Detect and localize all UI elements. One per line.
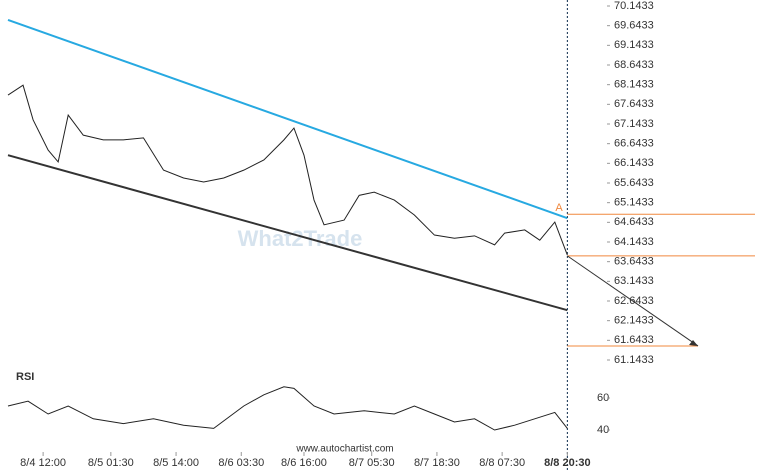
- y-tick-label: 62.1433: [614, 315, 654, 327]
- source: www.autochartist.com: [295, 444, 393, 455]
- x-tick-label: 8/7 18:30: [414, 457, 460, 469]
- series-line: [7, 386, 568, 431]
- y-tick-label: 67.1433: [614, 118, 654, 130]
- y-tick-label: 63.1433: [614, 275, 654, 287]
- y-tick-label: 65.6433: [614, 177, 654, 189]
- y-tick-label: 69.1433: [614, 39, 654, 51]
- y-tick-label: 66.6433: [614, 138, 654, 150]
- x-tick-label: 8/6 03:30: [218, 457, 264, 469]
- y-tick-label: 62.6433: [614, 295, 654, 307]
- series-line: [7, 84, 568, 256]
- x-tick-label: 8/8 20:30: [544, 457, 590, 469]
- y-tick-label: 61.1433: [614, 354, 654, 366]
- channel-line: [7, 18, 568, 220]
- x-tick-label: 8/8 07:30: [479, 457, 525, 469]
- y-tick-label: 67.6433: [614, 98, 654, 110]
- y-tick-label: 63.6433: [614, 256, 654, 268]
- y-tick-label: 40: [597, 424, 609, 436]
- x-tick-label: 8/4 12:00: [20, 457, 66, 469]
- channel-line: [7, 154, 568, 312]
- x-tick-label: 8/5 01:30: [88, 457, 134, 469]
- y-tick-label: 68.6433: [614, 59, 654, 71]
- y-tick-label: 64.6433: [614, 216, 654, 228]
- y-tick-label: 66.1433: [614, 157, 654, 169]
- forecast-arrow: [567, 255, 699, 347]
- y-tick-label: 70.1433: [614, 0, 654, 12]
- y-tick-label: 69.6433: [614, 20, 654, 32]
- rsi-title: RSI: [16, 371, 34, 383]
- x-tick-label: 8/7 05:30: [349, 457, 395, 469]
- y-tick-label: 65.1433: [614, 197, 654, 209]
- annotation: A: [555, 202, 563, 214]
- watermark: What2Trade: [238, 226, 363, 251]
- y-tick-label: 60: [597, 392, 609, 404]
- x-tick-label: 8/5 14:00: [153, 457, 199, 469]
- y-tick-label: 64.1433: [614, 236, 654, 248]
- y-tick-label: 61.6433: [614, 334, 654, 346]
- arrow-head: [689, 339, 698, 346]
- x-tick-label: 8/6 16:00: [281, 457, 327, 469]
- y-tick-label: 68.1433: [614, 79, 654, 91]
